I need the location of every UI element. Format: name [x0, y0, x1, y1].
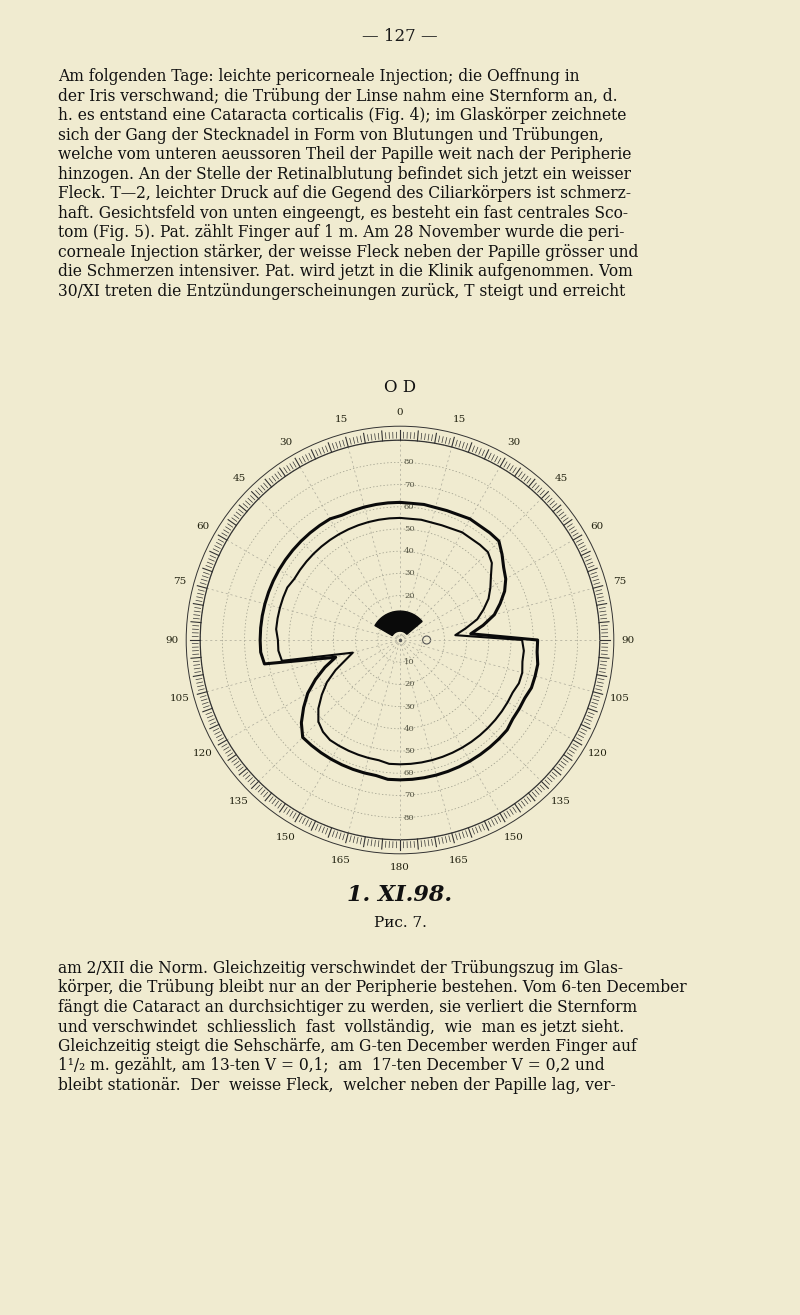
Text: 1¹/₂ m. gezählt, am 13-ten V = 0,1;  am  17-ten December V = 0,2 und: 1¹/₂ m. gezählt, am 13-ten V = 0,1; am 1… — [58, 1057, 605, 1074]
Text: 60: 60 — [196, 522, 210, 530]
Text: 70: 70 — [404, 480, 414, 489]
Text: 80: 80 — [404, 814, 414, 822]
Text: und verschwindet  schliesslich  fast  vollständig,  wie  man es jetzt sieht.: und verschwindet schliesslich fast volls… — [58, 1019, 624, 1035]
Text: O D: O D — [384, 379, 416, 396]
Text: fängt die Cataract an durchsichtiger zu werden, sie verliert die Sternform: fängt die Cataract an durchsichtiger zu … — [58, 999, 637, 1016]
Text: — 127 —: — 127 — — [362, 28, 438, 45]
Text: hinzogen. An der Stelle der Retinalblutung befindet sich jetzt ein weisser: hinzogen. An der Stelle der Retinalblutu… — [58, 166, 631, 183]
Text: 70: 70 — [404, 792, 414, 800]
Text: 165: 165 — [449, 856, 469, 864]
Text: 30: 30 — [404, 702, 414, 710]
Text: 45: 45 — [232, 475, 246, 484]
Text: 120: 120 — [193, 750, 213, 759]
Text: 40: 40 — [404, 547, 414, 555]
Text: 50: 50 — [404, 525, 414, 533]
Text: 180: 180 — [390, 864, 410, 872]
Text: am 2/XII die Norm. Gleichzeitig verschwindet der Trübungszug im Glas-: am 2/XII die Norm. Gleichzeitig verschwi… — [58, 960, 623, 977]
Text: 165: 165 — [331, 856, 351, 864]
Text: 15: 15 — [334, 416, 348, 425]
Text: 15: 15 — [452, 416, 466, 425]
Text: h. es entstand eine Cataracta corticalis (Fig. 4); im Glaskörper zeichnete: h. es entstand eine Cataracta corticalis… — [58, 107, 626, 124]
Text: 40: 40 — [404, 725, 414, 732]
Text: Рис. 7.: Рис. 7. — [374, 915, 426, 930]
Text: haft. Gesichtsfeld von unten eingeengt, es besteht ein fast centrales Sco-: haft. Gesichtsfeld von unten eingeengt, … — [58, 205, 628, 221]
Text: tom (Fig. 5). Pat. zählt Finger auf 1 m. Am 28 November wurde die peri-: tom (Fig. 5). Pat. zählt Finger auf 1 m.… — [58, 224, 624, 241]
Text: Gleichzeitig steigt die Sehschärfe, am G-ten December werden Finger auf: Gleichzeitig steigt die Sehschärfe, am G… — [58, 1038, 637, 1055]
Text: 120: 120 — [587, 750, 607, 759]
Text: 20: 20 — [404, 680, 414, 688]
Text: Fleck. T—2, leichter Druck auf die Gegend des Ciliarkörpers ist schmerz-: Fleck. T—2, leichter Druck auf die Gegen… — [58, 185, 631, 203]
Text: 90: 90 — [621, 635, 634, 644]
Text: welche vom unteren aeussoren Theil der Papille weit nach der Peripherie: welche vom unteren aeussoren Theil der P… — [58, 146, 631, 163]
Text: 1. XI.98.: 1. XI.98. — [347, 884, 453, 906]
Text: 20: 20 — [404, 592, 414, 600]
Text: 150: 150 — [504, 832, 524, 842]
Text: bleibt stationär.  Der  weisse Fleck,  welcher neben der Papille lag, ver-: bleibt stationär. Der weisse Fleck, welc… — [58, 1077, 616, 1094]
Text: 150: 150 — [276, 832, 296, 842]
Text: die Schmerzen intensiver. Pat. wird jetzt in die Klinik aufgenommen. Vom: die Schmerzen intensiver. Pat. wird jetz… — [58, 263, 633, 280]
Text: 10: 10 — [404, 614, 414, 622]
Text: 75: 75 — [174, 576, 186, 585]
Text: 30: 30 — [404, 569, 414, 577]
Text: 30: 30 — [507, 438, 521, 447]
Text: corneale Injection stärker, der weisse Fleck neben der Papille grösser und: corneale Injection stärker, der weisse F… — [58, 243, 638, 260]
Text: sich der Gang der Stecknadel in Form von Blutungen und Trübungen,: sich der Gang der Stecknadel in Form von… — [58, 126, 604, 143]
Text: 60: 60 — [404, 769, 414, 777]
Text: 10: 10 — [404, 659, 414, 667]
Text: der Iris verschwand; die Trübung der Linse nahm eine Sternform an, d.: der Iris verschwand; die Trübung der Lin… — [58, 88, 618, 104]
Polygon shape — [375, 611, 422, 635]
Text: 105: 105 — [170, 694, 190, 704]
Text: 105: 105 — [610, 694, 630, 704]
Text: körper, die Trübung bleibt nur an der Peripherie bestehen. Vom 6-ten December: körper, die Trübung bleibt nur an der Pe… — [58, 980, 686, 997]
Text: Am folgenden Tage: leichte pericorneale Injection; die Oeffnung in: Am folgenden Tage: leichte pericorneale … — [58, 68, 579, 85]
Text: 50: 50 — [404, 747, 414, 755]
Text: 60: 60 — [404, 502, 414, 510]
Text: 60: 60 — [590, 522, 604, 530]
Text: 30: 30 — [279, 438, 293, 447]
Text: 0: 0 — [397, 408, 403, 417]
Text: 90: 90 — [166, 635, 179, 644]
Text: 135: 135 — [229, 797, 249, 806]
Text: 45: 45 — [554, 475, 568, 484]
Text: 75: 75 — [614, 576, 626, 585]
Text: 135: 135 — [551, 797, 571, 806]
Text: 80: 80 — [404, 459, 414, 467]
Text: 30/XI treten die Entzündungerscheinungen zurück, T steigt und erreicht: 30/XI treten die Entzündungerscheinungen… — [58, 283, 626, 300]
